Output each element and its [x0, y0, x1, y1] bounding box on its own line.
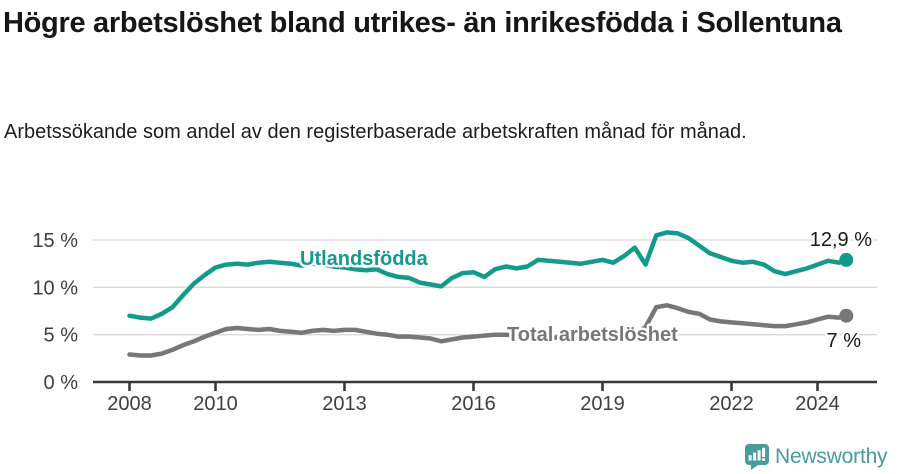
- end-value-label: 12,9 %: [810, 229, 872, 251]
- y-tick-label: 0 %: [44, 372, 79, 394]
- x-tick-label: 2013: [322, 393, 367, 415]
- series-label: Utlandsfödda: [300, 248, 429, 270]
- exclamation-stem: [762, 447, 766, 457]
- newsworthy-speech-bubble-icon: [745, 444, 769, 470]
- end-point-dot: [839, 252, 854, 267]
- x-tick-label: 2010: [193, 393, 238, 415]
- series-label: Total arbetslöshet: [507, 324, 678, 346]
- series-line-total-arbetsl-shet: [127, 303, 849, 358]
- end-value-label: 7 %: [827, 330, 862, 352]
- x-tick-label: 2016: [451, 393, 496, 415]
- bar-tall: [757, 450, 761, 461]
- x-tick-label: 2022: [709, 393, 754, 415]
- x-tick-label: 2008: [107, 393, 152, 415]
- exclamation-dot: [762, 458, 766, 461]
- bar-small: [748, 455, 752, 461]
- bar-medium: [753, 452, 757, 461]
- x-tick-label: 2024: [795, 393, 840, 415]
- brand-name: Newsworthy: [775, 445, 888, 468]
- y-tick-label: 10 %: [32, 277, 78, 299]
- y-tick-label: 15 %: [32, 230, 78, 252]
- chart-title: Högre arbetslöshet bland utrikes- än inr…: [3, 7, 842, 39]
- series-line-utlandsf-dda: [127, 230, 849, 321]
- unemployment-line-chart: 0 % 5 % 10 % 15 % 2008 2010 2013 2016 2019 2022 20…: [32, 227, 877, 415]
- end-point-dot: [839, 308, 854, 323]
- chart-subtitle: Arbetssökande som andel av den registerb…: [4, 121, 747, 143]
- x-tick-label: 2019: [580, 393, 625, 415]
- speech-bubble-shape: [745, 444, 769, 470]
- y-tick-label: 5 %: [44, 325, 79, 347]
- newsworthy-logo: Newsworthy: [745, 444, 888, 470]
